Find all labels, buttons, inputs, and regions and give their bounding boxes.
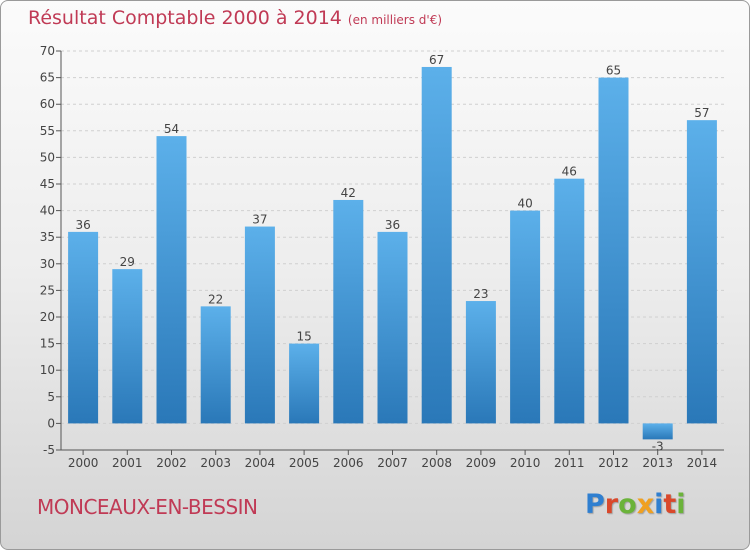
y-tick-label: 10: [40, 363, 55, 377]
data-label: 57: [694, 106, 709, 120]
data-label: 37: [252, 213, 267, 227]
y-tick-label: 70: [40, 44, 55, 58]
y-tick-label: 5: [47, 390, 55, 404]
x-tick-label: 2007: [377, 456, 408, 470]
x-tick-label: 2009: [466, 456, 497, 470]
y-axis-ticks: -5 0 5 10 15 20 25 30 35 40 45 50 55 60 65 70: [40, 44, 61, 457]
data-label: 54: [164, 122, 179, 136]
x-tick-label: 2005: [289, 456, 320, 470]
x-tick-label: 2014: [687, 456, 718, 470]
x-tick-label: 2010: [510, 456, 541, 470]
x-tick-label: 2008: [421, 456, 452, 470]
x-axis-ticks: 2000 2001 2002 2003 2004 2005 2006 2007 2008 2009…: [68, 450, 717, 470]
y-tick-label: 45: [40, 177, 55, 191]
y-tick-label: 65: [40, 71, 55, 85]
bar: [377, 231, 408, 424]
x-tick-label: 2011: [554, 456, 585, 470]
x-tick-label: 2003: [200, 456, 231, 470]
y-tick-label: 55: [40, 124, 55, 138]
bar: [686, 120, 717, 424]
chart-title-text: Résultat Comptable 2000 à 2014: [28, 7, 342, 29]
y-tick-label: 25: [40, 283, 55, 297]
data-label: -3: [652, 439, 664, 453]
data-label: 46: [562, 165, 577, 179]
y-tick-label: 50: [40, 150, 55, 164]
bar: [421, 66, 452, 424]
data-label: 40: [517, 197, 532, 211]
bar: [200, 306, 231, 424]
y-tick-label: 0: [47, 416, 55, 430]
x-tick-label: 2001: [112, 456, 143, 470]
logo-letter: x: [636, 489, 655, 520]
proxiti-logo: Proxiti: [585, 489, 686, 520]
data-label: 15: [296, 330, 311, 344]
y-tick-label: 20: [40, 310, 55, 324]
data-label: 23: [473, 287, 488, 301]
logo-letter: i: [676, 489, 686, 520]
x-tick-label: 2000: [68, 456, 99, 470]
y-tick-label: -5: [43, 443, 55, 457]
bar: [333, 199, 364, 424]
chart-title: Résultat Comptable 2000 à 2014 (en millie…: [28, 7, 442, 29]
logo-letter: i: [654, 489, 664, 520]
x-tick-label: 2002: [156, 456, 187, 470]
y-tick-label: 30: [40, 257, 55, 271]
bar: [465, 301, 496, 424]
bar: [598, 77, 629, 424]
logo-letter: o: [618, 489, 637, 520]
logo-letter: t: [663, 489, 677, 520]
data-labels: 36 29 54 22 37 15 42 36 67 23 40 46 65 -3 57: [75, 53, 709, 453]
y-tick-label: 35: [40, 230, 55, 244]
logo-letter: r: [604, 489, 619, 520]
x-tick-label: 2006: [333, 456, 364, 470]
y-tick-label: 40: [40, 204, 55, 218]
data-label: 36: [75, 218, 90, 232]
x-tick-label: 2004: [245, 456, 276, 470]
data-label: 29: [120, 255, 135, 269]
bar: [68, 231, 99, 424]
data-label: 22: [208, 292, 223, 306]
bar: [289, 343, 320, 424]
data-label: 65: [606, 64, 621, 78]
bars: [68, 66, 717, 440]
bar: [244, 226, 275, 424]
x-tick-label: 2012: [598, 456, 629, 470]
chart-subtitle: (en milliers d'€): [347, 13, 443, 27]
x-tick-label: 2013: [642, 456, 673, 470]
y-tick-label: 60: [40, 97, 55, 111]
bar: [156, 136, 187, 424]
data-label: 36: [385, 218, 400, 232]
logo-letter: P: [585, 489, 605, 520]
bar: [554, 178, 585, 424]
y-tick-label: 15: [40, 337, 55, 351]
data-label: 67: [429, 53, 444, 67]
bar: [112, 269, 143, 424]
commune-name: MONCEAUX-EN-BESSIN: [37, 495, 258, 519]
bar: [642, 423, 673, 440]
data-label: 42: [341, 186, 356, 200]
bar: [510, 210, 541, 424]
